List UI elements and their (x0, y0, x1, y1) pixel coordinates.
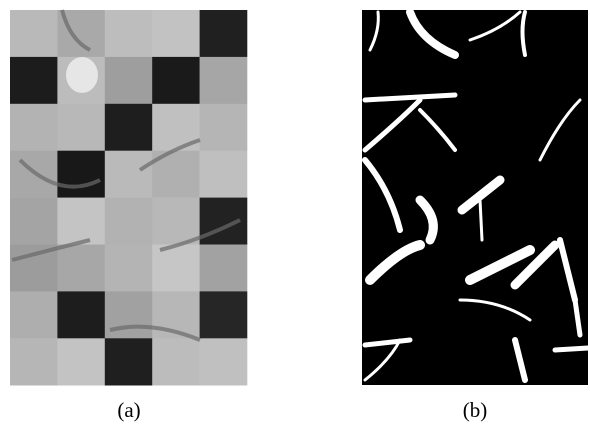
figure: (a) (b) (0, 0, 590, 434)
image-tile (200, 104, 248, 151)
panel-a-caption: (a) (117, 398, 140, 422)
vessel (480, 200, 482, 240)
image-tile (10, 291, 58, 338)
image-tile (152, 198, 200, 245)
image-tile (105, 57, 153, 104)
image-tile (105, 104, 153, 151)
image-tile (10, 10, 58, 57)
image-tile (57, 198, 105, 245)
image-tile (152, 57, 200, 104)
panel-a-image (10, 10, 247, 386)
image-tile (105, 151, 153, 198)
image-tile (200, 151, 248, 198)
image-tile (10, 104, 58, 151)
image-tile (152, 10, 200, 57)
image-tile (200, 57, 248, 104)
image-tile (152, 338, 200, 385)
image-tile (105, 245, 153, 292)
image-tile (57, 151, 105, 198)
vessel (555, 348, 588, 350)
page: (a) (b) (() => { const data = JSON.parse… (0, 0, 590, 434)
image-tile (10, 338, 58, 385)
image-tile (105, 338, 153, 385)
image-tile (57, 104, 105, 151)
image-tile (200, 338, 248, 385)
image-tile (105, 10, 153, 57)
image-tile (57, 291, 105, 338)
optic-disc (66, 57, 98, 93)
image-tile (10, 198, 58, 245)
panel-b-image (362, 10, 588, 385)
image-tile (57, 338, 105, 385)
image-tile (200, 10, 248, 57)
image-tile (10, 57, 58, 104)
image-tile (105, 198, 153, 245)
image-tile (200, 291, 248, 338)
image-tile (152, 245, 200, 292)
panel-b-caption: (b) (463, 398, 488, 422)
image-tile (57, 245, 105, 292)
image-tile (200, 245, 248, 292)
